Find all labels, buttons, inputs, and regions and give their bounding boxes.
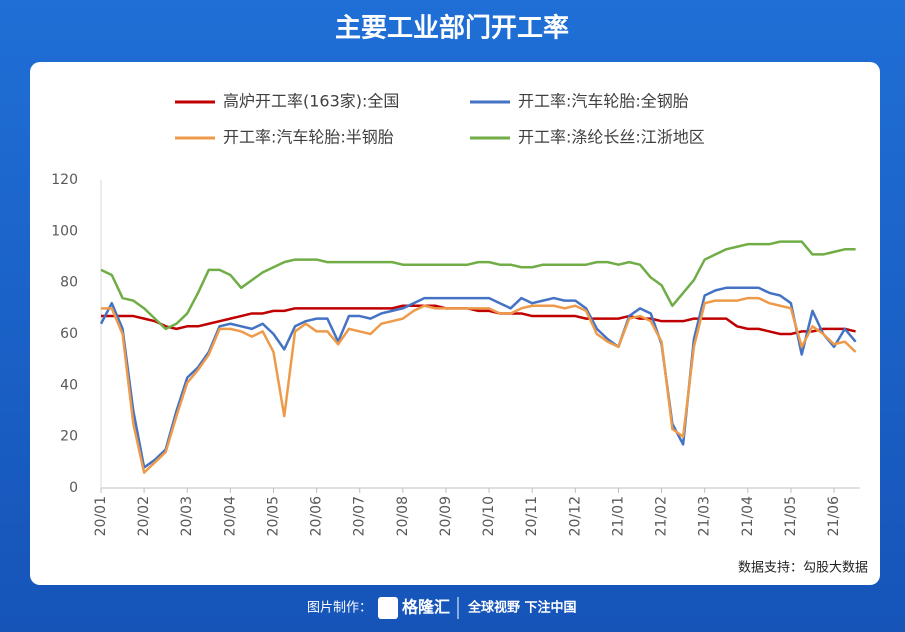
x-tick-label: 21/05 [783, 496, 799, 536]
x-tick-label: 21/01 [610, 496, 626, 536]
x-tick-label: 21/02 [654, 496, 670, 536]
x-tick-label: 21/06 [826, 496, 842, 536]
y-tick-label: 80 [60, 275, 78, 291]
y-tick-label: 100 [51, 223, 78, 239]
x-tick-label: 21/04 [740, 496, 756, 536]
series-line [101, 296, 857, 474]
legend-label: 开工率:涤纶长丝:江浙地区 [518, 128, 705, 147]
x-tick-label: 20/03 [179, 496, 195, 536]
x-tick-label: 20/02 [136, 496, 152, 536]
y-tick-label: 20 [60, 429, 78, 445]
footer-brand: 格隆汇 [402, 598, 450, 617]
series-line [101, 304, 856, 336]
y-tick-label: 60 [60, 326, 78, 342]
y-tick-label: 0 [69, 480, 78, 496]
legend-label: 开工率:汽车轮胎:全钢胎 [518, 92, 689, 111]
source: 数据支持：勾股大数据 [738, 561, 868, 576]
x-tick-label: 21/03 [697, 496, 713, 536]
series-line [99, 286, 857, 469]
x-tick-label: 20/01 [93, 496, 109, 536]
legend-label: 高炉开工率(163家):全国 [223, 92, 399, 111]
legend-label: 开工率:汽车轮胎:半钢胎 [223, 128, 394, 147]
x-tick-label: 20/11 [524, 496, 540, 536]
panel [30, 62, 880, 585]
page-title: 主要工业部门开工率 [335, 13, 569, 44]
footer-label: 图片制作： [307, 601, 372, 616]
x-tick-label: 20/09 [438, 496, 454, 536]
footer-slogan: 全球视野 下注中国 [467, 600, 577, 616]
x-tick-label: 20/04 [222, 496, 238, 536]
y-tick-label: 120 [51, 172, 78, 188]
x-tick-label: 20/06 [309, 496, 325, 536]
y-tick-label: 40 [60, 377, 78, 393]
series-line [100, 240, 856, 331]
x-tick-label: 20/08 [395, 496, 411, 536]
x-tick-label: 20/07 [352, 496, 368, 536]
x-tick-label: 20/10 [481, 496, 497, 536]
logo [378, 597, 398, 619]
x-tick-label: 20/12 [567, 496, 583, 536]
x-tick-label: 20/05 [265, 496, 281, 536]
